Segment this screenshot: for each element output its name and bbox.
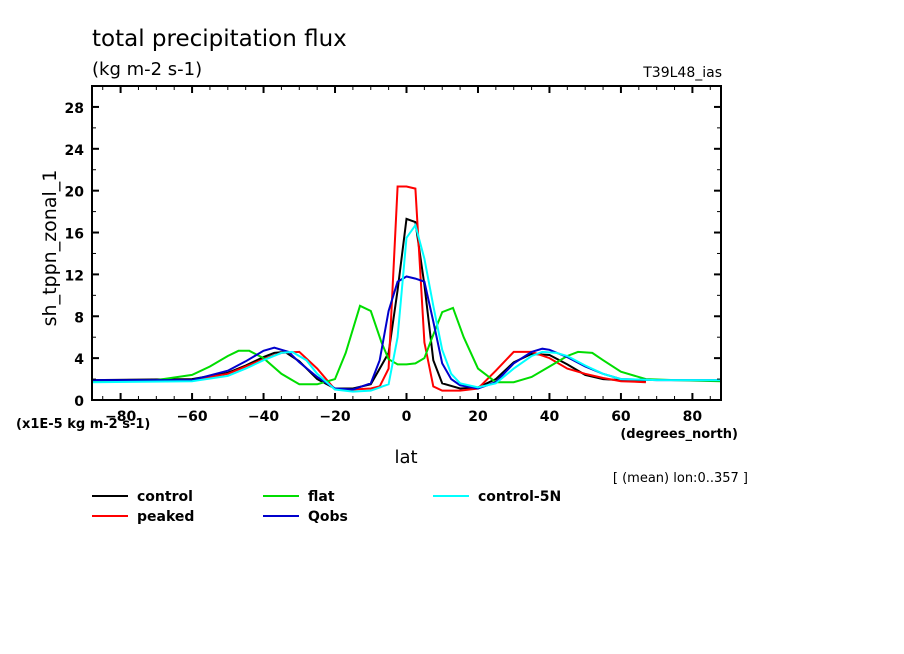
x-tick-label: −40 bbox=[248, 409, 279, 425]
legend-label-qobs: Qobs bbox=[308, 509, 348, 525]
y-tick-label: 4 bbox=[74, 352, 84, 368]
series-line-peaked bbox=[91, 185, 646, 392]
x-tick-label: 0 bbox=[402, 409, 412, 425]
y-axis-label: sh_tppn_zonal_1 bbox=[39, 170, 61, 327]
y-units-label: (x1E-5 kg m-2 s-1) bbox=[16, 417, 150, 432]
y-tick-label: 0 bbox=[74, 394, 84, 410]
series-line-control-5n bbox=[91, 222, 721, 393]
y-tick-label: 8 bbox=[74, 310, 84, 326]
series-line-flat bbox=[91, 304, 722, 386]
x-tick-label: 60 bbox=[611, 409, 631, 425]
legend: control peaked flat Qobs control-5N bbox=[92, 489, 561, 525]
legend-label-control: control bbox=[137, 489, 193, 505]
y-tick-label: 24 bbox=[65, 143, 85, 159]
dataset-label: T39L48_ias bbox=[642, 65, 722, 81]
chart-title: total precipitation flux bbox=[92, 26, 347, 52]
x-tick-label: 40 bbox=[540, 409, 560, 425]
x-tick-label: 80 bbox=[683, 409, 703, 425]
x-axis-label: lat bbox=[394, 447, 417, 468]
y-tick-label: 20 bbox=[65, 185, 85, 201]
series-line-control bbox=[91, 217, 646, 390]
x-tick-label: −60 bbox=[176, 409, 207, 425]
y-tick-label: 28 bbox=[65, 101, 84, 117]
legend-label-control-5n: control-5N bbox=[478, 489, 561, 505]
legend-label-peaked: peaked bbox=[137, 509, 194, 525]
series-layer bbox=[91, 185, 722, 393]
y-tick-label: 16 bbox=[65, 227, 84, 243]
x-units-label: (degrees_north) bbox=[620, 427, 738, 442]
x-tick-label: −80 bbox=[105, 409, 136, 425]
mean-annotation: [ (mean) lon:0..357 ] bbox=[613, 471, 748, 486]
chart-units: (kg m-2 s-1) bbox=[92, 59, 202, 80]
legend-label-flat: flat bbox=[308, 489, 335, 505]
axes-layer: −80 −60 −40 −20 0 20 40 60 80 0 4 8 12 16 20 24 28 bbox=[65, 85, 722, 425]
x-tick-label: 20 bbox=[468, 409, 488, 425]
y-tick-label: 12 bbox=[65, 268, 84, 284]
x-tick-label: −20 bbox=[319, 409, 350, 425]
